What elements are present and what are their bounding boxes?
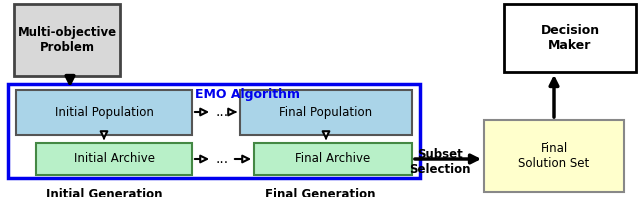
FancyBboxPatch shape [240, 90, 412, 135]
Text: ...: ... [216, 152, 228, 166]
Text: Initial Population: Initial Population [54, 106, 154, 119]
FancyBboxPatch shape [36, 143, 192, 175]
FancyBboxPatch shape [14, 4, 120, 76]
Text: Final Archive: Final Archive [296, 152, 371, 165]
Text: Multi-objective
Problem: Multi-objective Problem [17, 26, 116, 54]
Text: Initial Generation: Initial Generation [45, 188, 163, 197]
Text: Final
Solution Set: Final Solution Set [518, 142, 589, 170]
Text: Final Generation: Final Generation [265, 188, 375, 197]
Text: EMO Algorithm: EMO Algorithm [195, 88, 300, 101]
FancyBboxPatch shape [16, 90, 192, 135]
Text: Initial Archive: Initial Archive [74, 152, 154, 165]
FancyBboxPatch shape [254, 143, 412, 175]
Text: ...: ... [216, 105, 228, 119]
FancyBboxPatch shape [504, 4, 636, 72]
Text: Final Population: Final Population [280, 106, 372, 119]
Text: Decision
Maker: Decision Maker [540, 24, 600, 52]
Text: Subset
Selection: Subset Selection [409, 148, 471, 176]
FancyBboxPatch shape [484, 120, 624, 192]
